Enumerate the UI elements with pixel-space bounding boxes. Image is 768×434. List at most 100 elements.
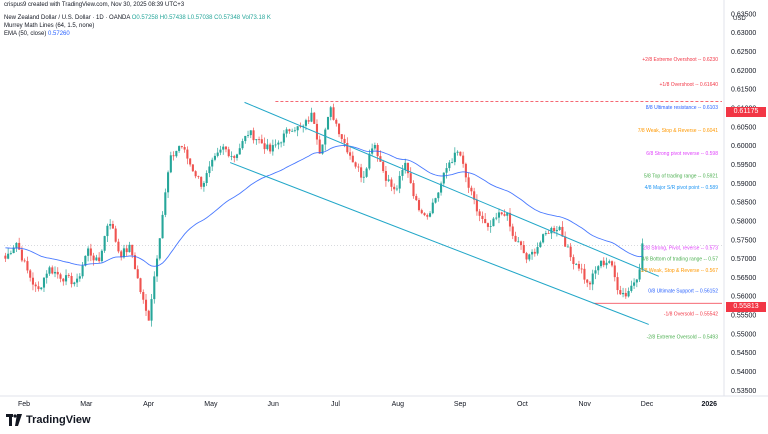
candle-body [357, 166, 360, 168]
candle-body [437, 192, 440, 199]
candle-body [390, 179, 393, 187]
candle-body [602, 260, 605, 266]
candle-body [313, 112, 316, 124]
candle-body [202, 182, 205, 187]
candle-body [451, 162, 454, 163]
price-tick-label: 0.60000 [731, 143, 756, 150]
candle-body [459, 151, 462, 156]
murrey-line-label: +2/8 Extreme Overshoot -- 0.6230 [642, 57, 718, 63]
candle-body [335, 119, 338, 124]
candle-body [200, 176, 203, 187]
candle-body [51, 267, 54, 274]
candle-body [478, 211, 481, 216]
murrey-line-label: +1/8 Overshoot -- 0.61640 [659, 82, 718, 88]
candle-body [630, 285, 633, 291]
price-tick-label: 0.55000 [731, 331, 756, 338]
candle-body [20, 249, 23, 261]
candle-body [186, 149, 189, 159]
murrey-line-label: 5/8 Top of trading range -- 0.5921 [644, 173, 718, 179]
candle-body [288, 129, 291, 132]
candle-body [616, 277, 619, 291]
candle-body [84, 255, 87, 266]
tradingview-brand: TradingView [6, 414, 91, 426]
candle-body [4, 255, 7, 259]
murrey-line-label: 8/8 Ultimate resistance -- 0.6103 [646, 105, 718, 111]
candle-body [635, 279, 638, 283]
currency-label: USD [733, 16, 746, 22]
candle-body [67, 275, 70, 276]
descending-channel-upper [244, 101, 660, 277]
candle-body [12, 247, 15, 254]
candle-body [197, 176, 200, 178]
candle-body [544, 233, 547, 235]
murrey-line-label: -1/8 Oversold -- 0.55542 [664, 311, 718, 317]
candle-body [153, 276, 156, 300]
candle-body [415, 196, 418, 201]
price-tick-label: 0.58500 [731, 200, 756, 207]
symbol-title[interactable]: New Zealand Dollar / U.S. Dollar · 1D · … [4, 15, 131, 21]
candle-body [48, 267, 51, 274]
candle-body [528, 254, 531, 260]
candle-body [175, 150, 178, 157]
candle-body [431, 202, 434, 214]
time-tick-label: Dec [641, 401, 654, 408]
candle-body [293, 130, 296, 132]
candle-body [117, 241, 120, 252]
candle-body [87, 248, 90, 256]
candle-body [169, 155, 172, 173]
murrey-line-label: 3/8 Bottom of trading range -- 0.57 [642, 257, 719, 263]
candle-body [31, 277, 35, 285]
candle-body [506, 212, 509, 216]
candle-body [365, 168, 368, 177]
candle-body [533, 251, 536, 254]
murrey-line-label: -2/8 Extreme Oversold -- 0.5493 [647, 335, 719, 341]
candle-body [296, 126, 299, 131]
candle-body [423, 213, 426, 216]
murrey-line-label: 6/8 Strong pivot reverse -- 0.598 [646, 151, 718, 157]
candle-body [213, 155, 216, 160]
time-tick-label: Oct [517, 401, 528, 408]
murrey-line-label: 4/8 Major S/R pivot point -- 0.589 [645, 185, 719, 191]
candle-body [18, 242, 21, 250]
candle-body [89, 248, 92, 256]
candle-body [503, 214, 506, 216]
candle-body [572, 257, 575, 264]
candle-body [599, 260, 603, 267]
candle-body [155, 258, 159, 277]
candle-body [219, 149, 222, 153]
candle-body [428, 213, 432, 217]
candle-body [178, 146, 181, 151]
candle-body [53, 271, 57, 274]
candle-body [7, 253, 10, 259]
candle-body [539, 242, 542, 248]
time-tick-label: 2026 [702, 401, 718, 408]
candle-body [45, 273, 48, 278]
descending-channel-lower [229, 162, 649, 325]
candle-body [486, 223, 489, 227]
candle-body [373, 144, 376, 149]
murrey-indicator-label[interactable]: Murrey Math Lines (64, 1.5, none) [4, 23, 95, 29]
ema-indicator-row[interactable]: EMA (50, close) 0.57260 [4, 31, 70, 37]
price-tick-label: 0.59500 [731, 162, 756, 169]
candle-body [406, 162, 410, 174]
candle-body [164, 192, 167, 215]
candle-body [340, 134, 343, 139]
price-tick-label: 0.55500 [731, 313, 756, 320]
candle-body [588, 282, 592, 285]
candle-body [307, 120, 310, 122]
price-tick-label: 0.63500 [731, 11, 756, 18]
candle-body [343, 138, 346, 144]
candle-body [224, 146, 228, 150]
candle-body [310, 112, 313, 122]
candle-body [70, 275, 73, 285]
candle-body [591, 273, 594, 285]
candle-body [409, 173, 412, 184]
candle-body [417, 200, 421, 211]
candle-body [106, 225, 109, 237]
candle-body [376, 144, 379, 157]
candle-body [522, 245, 525, 254]
candle-body [462, 155, 465, 164]
candle-body [401, 169, 404, 176]
candle-body [111, 223, 114, 229]
